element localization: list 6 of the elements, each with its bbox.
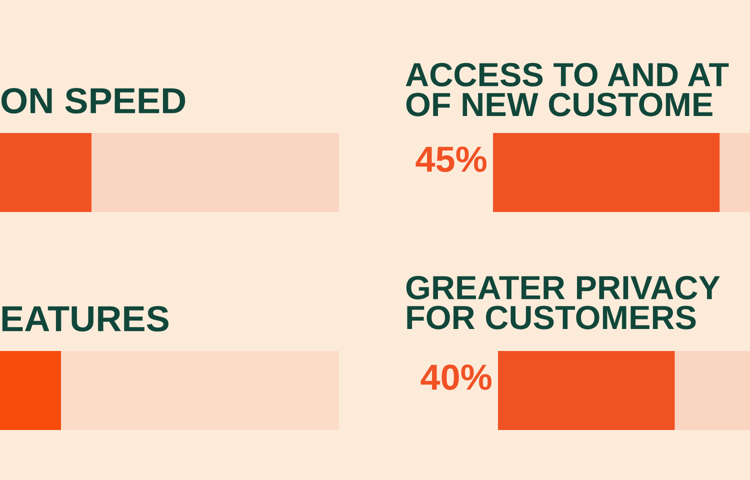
chart-title: ACCESS TO AND AT OF NEW CUSTOME	[406, 62, 729, 116]
data-label: 45%	[416, 146, 486, 172]
chart-title: ON SPEED	[1, 88, 186, 114]
chart-title: GREATER PRIVACY FOR CUSTOMERS	[406, 276, 720, 330]
chart-title: EATURES	[2, 306, 168, 332]
data-label: 40%	[420, 364, 492, 390]
